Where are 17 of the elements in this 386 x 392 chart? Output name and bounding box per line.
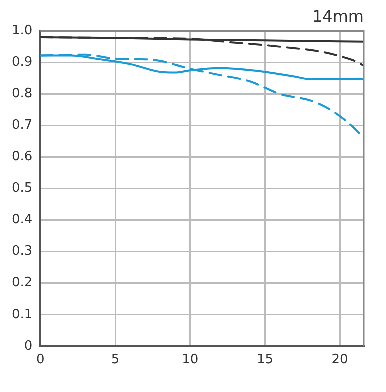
y-tick-label: 0.1 [12,307,33,322]
x-tick-label: 15 [256,352,274,368]
y-tick-label: 0.5 [12,181,33,196]
chart-title: 14mm [312,6,364,26]
y-tick-label: 0 [24,338,33,354]
y-tick-label: 0.6 [12,150,33,165]
y-tick-label: 0.2 [12,276,33,291]
x-tick-label: 20 [332,352,348,368]
y-tick-label: 0.7 [12,118,33,134]
y-tick-label: 0.4 [12,212,33,228]
x-tick-label: 5 [111,352,120,368]
y-tick-label: 0.9 [12,55,33,70]
y-tick-label: 0.8 [12,86,33,102]
x-tick-label: 10 [182,352,199,368]
y-tick-label: 0.3 [12,244,33,260]
x-tick-label: 0 [36,352,45,368]
y-tick-label: 1.0 [12,24,33,39]
